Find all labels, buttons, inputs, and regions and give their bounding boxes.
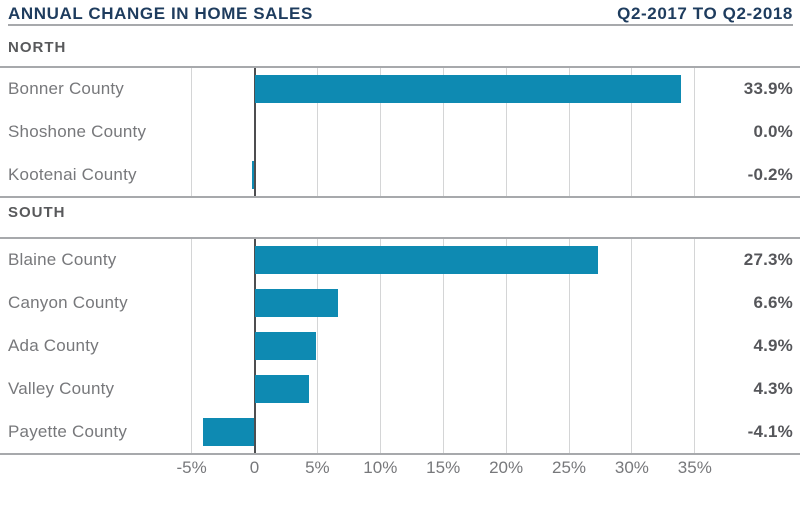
chart-row: Valley County 4.3% (0, 367, 800, 410)
axis-tick-label: 15% (426, 458, 461, 477)
chart-row: Bonner County 33.9% (0, 68, 800, 111)
axis-tick-label: 0 (249, 458, 260, 477)
axis-tick-label: 25% (551, 458, 587, 477)
gridline-15pct (442, 239, 444, 453)
axis-tick-label: 35% (677, 458, 712, 477)
value-bar (254, 374, 309, 403)
axis-tick-label: -5% (176, 458, 207, 477)
gridline-5pct (316, 68, 318, 196)
gridline-10pct (379, 239, 381, 453)
gridline-35pct (694, 239, 696, 453)
chart-row: Blaine County 27.3% (0, 239, 800, 282)
value-bar (254, 289, 338, 318)
gridline-30pct (631, 68, 633, 196)
value-label: 4.9% (753, 335, 793, 355)
axis-tick-label: 5% (305, 458, 330, 477)
bar-chart-south: Blaine County 27.3% Canyon County 6.6% Ada C… (0, 237, 800, 455)
gridline--5pct (191, 68, 193, 196)
value-label: 0.0% (753, 121, 793, 141)
gridline-20pct (505, 239, 507, 453)
county-label: Bonner County (8, 79, 125, 99)
gridline--5pct (191, 239, 193, 453)
value-label: 6.6% (753, 293, 793, 313)
gridline-10pct (379, 68, 381, 196)
county-label: Valley County (8, 378, 115, 398)
value-label: 33.9% (743, 79, 793, 99)
chart-row: Kootenai County -0.2% (0, 153, 800, 196)
chart-title: ANNUAL CHANGE IN HOME SALES (8, 4, 313, 23)
axis-tick-label: 10% (363, 458, 398, 477)
value-bar (251, 160, 255, 189)
gridline-25pct (568, 239, 570, 453)
county-label: Ada County (8, 335, 99, 355)
gridline-15pct (442, 68, 444, 196)
value-label: 4.3% (753, 378, 793, 398)
axis-tick-label: 20% (489, 458, 524, 477)
county-label: Shoshone County (8, 121, 147, 141)
value-bar (254, 75, 681, 104)
chart-row: Ada County 4.9% (0, 325, 800, 368)
county-label: Kootenai County (8, 164, 137, 184)
bar-chart-north: Bonner County 33.9% Shoshone County 0.0% Koo… (0, 66, 800, 198)
chart-row: Payette County -4.1% (0, 410, 800, 453)
axis-tick-label: 30% (614, 458, 649, 477)
county-label: Canyon County (8, 293, 128, 313)
gridline-5pct (316, 239, 318, 453)
value-label: -0.2% (747, 164, 793, 184)
value-label: 27.3% (743, 250, 793, 270)
chart-row: Canyon County 6.6% (0, 282, 800, 325)
title-divider (8, 24, 793, 26)
chart-period: Q2-2017 TO Q2-2018 (617, 4, 793, 23)
county-label: Blaine County (8, 250, 117, 270)
gridline-35pct (694, 68, 696, 196)
section-label-south: SOUTH (8, 204, 66, 221)
value-label: -4.1% (747, 421, 793, 441)
zero-baseline (253, 68, 256, 196)
gridline-30pct (631, 239, 633, 453)
section-label-north: NORTH (8, 39, 67, 56)
x-axis: -5% 0 5% 10% 15% 20% 25% 30% 35% (0, 458, 800, 480)
value-bar (254, 246, 598, 275)
chart-row: Shoshone County 0.0% (0, 111, 800, 154)
value-bar (202, 417, 255, 446)
gridline-25pct (568, 68, 570, 196)
value-bar (254, 331, 317, 360)
county-label: Payette County (8, 421, 128, 441)
gridline-20pct (505, 68, 507, 196)
